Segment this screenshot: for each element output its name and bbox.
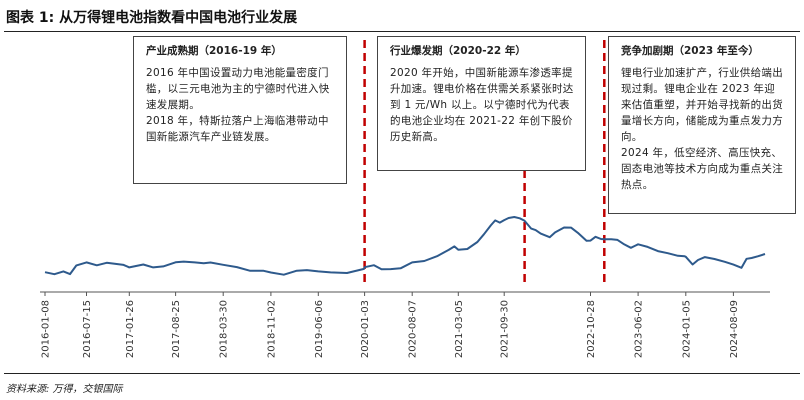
phase-note-text: 2016 年中国设置动力电池能量密度门槛，以三元电池为主的宁德时代进入快速发展期… xyxy=(146,67,330,111)
x-tick-label: 2016-01-08 xyxy=(41,300,52,358)
phase-note-text: 锂电行业加速扩产，行业供给端出现过剩。锂电企业在 2023 年迎来估值重塑，并开… xyxy=(621,67,783,143)
figure-title: 图表 1: 从万得锂电池指数看中国电池行业发展 xyxy=(6,10,298,26)
phase-note-text: 2018 年，特斯拉落户上海临港带动中国新能源汽车产业链发展。 xyxy=(146,115,329,143)
bottom-rule xyxy=(4,373,800,374)
phase-note-title: 行业爆发期（2020-22 年） xyxy=(390,45,526,57)
x-tick-label: 2020-08-07 xyxy=(408,300,419,358)
x-tick-label: 2020-01-03 xyxy=(360,300,371,358)
phase-note-maturity: 产业成熟期（2016-19 年） 2016 年中国设置动力电池能量密度门槛，以三… xyxy=(133,36,347,184)
x-tick-label: 2021-03-05 xyxy=(454,300,465,358)
x-tick-label: 2017-01-26 xyxy=(125,300,136,358)
phase-note-text: 2020 年开始，中国新能源车渗透率提升加速。锂电价格在供需关系紧张时达到 1 … xyxy=(390,67,574,143)
x-tick-label: 2024-01-05 xyxy=(681,300,692,358)
x-tick-label: 2018-11-02 xyxy=(266,300,277,358)
top-rule xyxy=(4,31,800,32)
x-tick-label: 2024-08-09 xyxy=(729,300,740,358)
x-tick-label: 2019-06-06 xyxy=(314,300,325,358)
phase-note-competition: 竞争加剧期（2023 年至今） 锂电行业加速扩产，行业供给端出现过剩。锂电企业在… xyxy=(608,36,796,214)
phase-note-text: 2024 年，低空经济、高压快充、固态电池等技术方向成为重点关注热点。 xyxy=(621,147,783,191)
x-tick-label: 2016-07-15 xyxy=(82,300,93,358)
x-tick-label: 2022-10-28 xyxy=(586,300,597,358)
phase-note-title: 产业成熟期（2016-19 年） xyxy=(146,45,282,57)
source-note: 资料来源: 万得，交银国际 xyxy=(6,384,123,395)
x-tick-label: 2023-06-02 xyxy=(634,300,645,358)
x-tick-label: 2017-08-25 xyxy=(171,300,182,358)
phase-note-boom: 行业爆发期（2020-22 年） 2020 年开始，中国新能源车渗透率提升加速。… xyxy=(377,36,586,171)
x-tick-label: 2018-03-30 xyxy=(219,300,230,358)
phase-note-title: 竞争加剧期（2023 年至今） xyxy=(621,45,759,57)
index-series-line xyxy=(44,216,766,276)
x-tick-label: 2021-09-30 xyxy=(500,300,511,358)
